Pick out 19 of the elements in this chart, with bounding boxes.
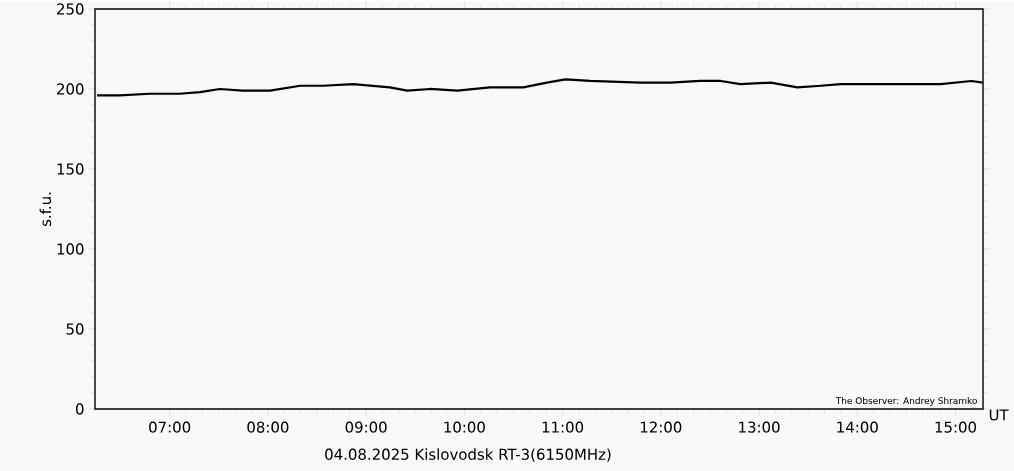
x-tick-label: 14:00 bbox=[837, 421, 878, 433]
x-tick-label: 13:00 bbox=[739, 421, 780, 433]
x-tick-label: 15:00 bbox=[935, 421, 977, 433]
x-tick-label: 08:00 bbox=[247, 421, 289, 433]
y-tick-label: 0 bbox=[75, 403, 84, 415]
x-axis-title: UT bbox=[989, 409, 1009, 421]
y-tick-label: 200 bbox=[57, 83, 84, 95]
text: 04.08.2025 Kislovodsk RT-3(6150MHz) bbox=[325, 448, 611, 462]
y-tick-label: 150 bbox=[57, 163, 84, 175]
x-tick-label: 09:00 bbox=[345, 421, 387, 433]
y-axis-title: s.f.u. bbox=[39, 192, 52, 227]
x-tick-label: 10:00 bbox=[444, 421, 485, 433]
x-tick-label: 11:00 bbox=[542, 421, 584, 433]
y-tick-label: 100 bbox=[57, 243, 84, 255]
annotation: The Observer: Andrey Shramko bbox=[835, 397, 977, 406]
x-tick-label: 07:00 bbox=[149, 421, 191, 433]
y-tick-label: 250 bbox=[57, 3, 84, 15]
y-tick-label: 50 bbox=[66, 323, 84, 335]
x-tick-label: 12:00 bbox=[640, 421, 682, 433]
